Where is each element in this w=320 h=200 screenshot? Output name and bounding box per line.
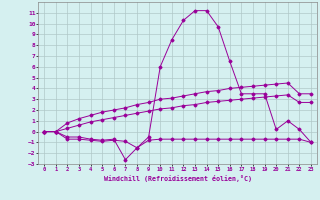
X-axis label: Windchill (Refroidissement éolien,°C): Windchill (Refroidissement éolien,°C) (104, 175, 252, 182)
